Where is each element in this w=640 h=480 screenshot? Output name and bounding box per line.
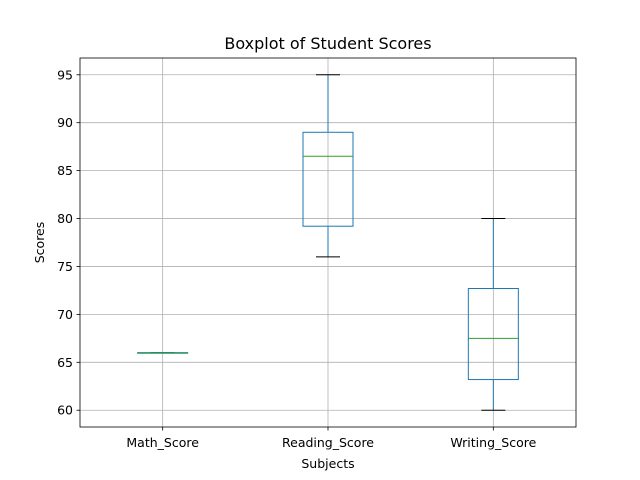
grid-layer xyxy=(80,58,576,427)
x-axis-label: Subjects xyxy=(301,456,354,471)
box-group-Reading_Score xyxy=(302,74,354,258)
x-tick-label: Math_Score xyxy=(126,435,199,450)
y-tick-label: 60 xyxy=(57,403,73,418)
y-tick-label: 75 xyxy=(57,259,73,274)
box-group-Writing_Score xyxy=(467,218,519,411)
x-tick-label: Writing_Score xyxy=(450,435,536,450)
y-tick-label: 90 xyxy=(57,115,73,130)
y-tick-label: 70 xyxy=(57,307,73,322)
y-tick-label: 85 xyxy=(57,163,73,178)
box-layer xyxy=(137,74,519,411)
tick-layer: 60 65 70 75 80 85 90 95 Math_Score Reading_Score W… xyxy=(57,67,536,450)
y-axis-label: Scores xyxy=(32,222,47,264)
iqr-box xyxy=(467,288,519,381)
chart-title: Boxplot of Student Scores xyxy=(224,34,431,53)
x-tick-label: Reading_Score xyxy=(282,435,374,450)
box-group-Math_Score xyxy=(137,352,189,354)
y-tick-label: 65 xyxy=(57,355,73,370)
y-tick-label: 80 xyxy=(57,211,73,226)
y-tick-label: 95 xyxy=(57,67,73,82)
iqr-box xyxy=(302,131,354,227)
